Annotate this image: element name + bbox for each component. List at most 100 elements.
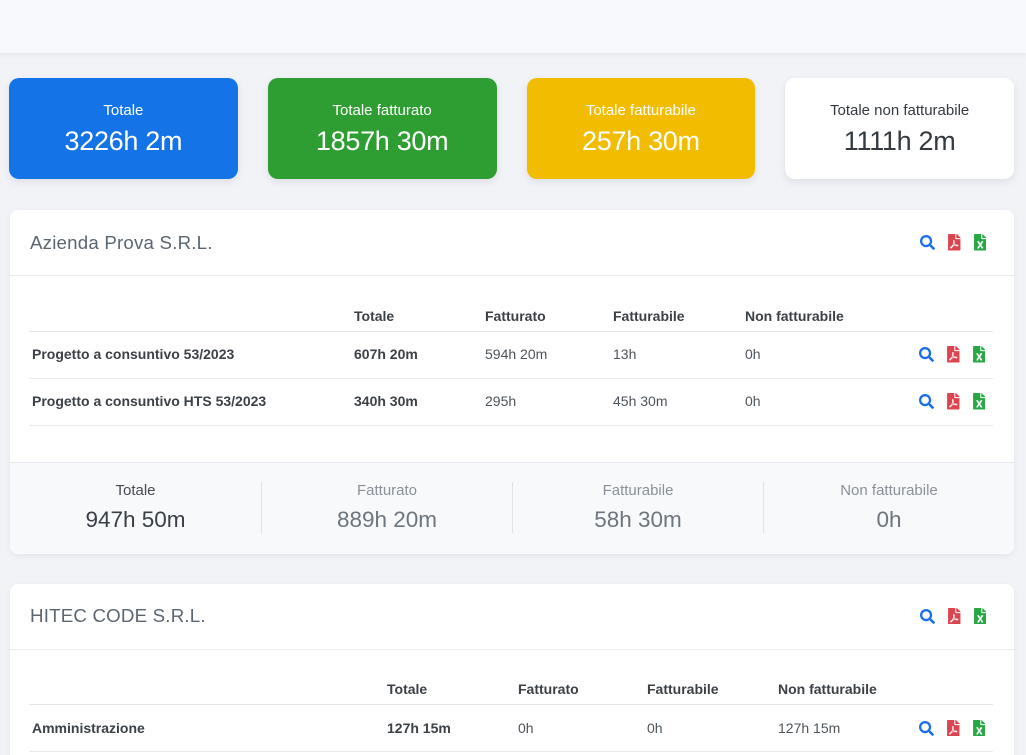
table-header-row: Totale Fatturato Fatturabile Non fatturabil… — [29, 664, 993, 705]
file-excel-icon — [972, 346, 985, 363]
summary-card: Totale 3226h 2m — [9, 78, 238, 179]
cell-actions — [870, 331, 993, 379]
file-pdf-icon — [948, 234, 961, 251]
projects-table: Totale Fatturato Fatturabile Non fatturabil… — [29, 664, 993, 752]
cell-fatturabile: 0h — [644, 704, 775, 752]
topbar — [0, 0, 1026, 53]
column-header: Fatturabile — [644, 664, 775, 705]
file-pdf-button[interactable] — [948, 234, 961, 251]
total-column: Fatturabile 58h 30m — [512, 481, 763, 533]
column-header: Fatturato — [482, 291, 610, 332]
actions-group — [873, 393, 985, 410]
search-button[interactable] — [919, 393, 934, 410]
column-header: Non fatturabile — [775, 664, 877, 705]
search-button[interactable] — [920, 234, 935, 251]
cell-totale: 340h 30m — [351, 378, 482, 426]
cell-non-fatturabile: 0h — [742, 331, 870, 379]
projects-table: Totale Fatturato Fatturabile Non fatturabil… — [29, 291, 993, 426]
search-icon — [919, 394, 934, 409]
file-excel-icon — [973, 607, 986, 625]
file-pdf-button[interactable] — [947, 719, 960, 737]
cell-actions — [870, 378, 993, 426]
cell-non-fatturabile: 127h 15m — [775, 704, 870, 752]
search-icon — [920, 235, 935, 250]
column-header: Fatturato — [515, 664, 644, 705]
search-icon — [919, 347, 934, 362]
file-pdf-icon — [947, 393, 960, 410]
column-header: Non fatturabile — [742, 291, 870, 332]
summary-card: Totale non fatturabile 1111h 2m — [785, 78, 1014, 179]
total-label: Fatturabile — [602, 481, 674, 499]
column-header — [870, 664, 993, 705]
file-excel-button[interactable] — [972, 393, 986, 410]
cell-fatturabile: 13h — [610, 331, 742, 379]
dashboard: Totale 3226h 2m Totale fatturato 1857h 30m T… — [0, 78, 1026, 755]
total-value: 889h 20m — [336, 506, 438, 532]
file-pdf-icon — [947, 346, 960, 363]
cell-actions — [870, 704, 993, 752]
summary-card: Totale fatturato 1857h 30m — [267, 78, 497, 179]
column-header: Totale — [351, 291, 482, 332]
panel-header: Azienda Prova S.R.L. — [10, 210, 1014, 276]
summary-card-label: Totale fatturato — [332, 102, 432, 119]
file-excel-button[interactable] — [973, 234, 987, 251]
cell-totale: 607h 20m — [351, 331, 482, 379]
summary-card-value: 1111h 2m — [843, 126, 956, 156]
cell-non-fatturabile: 0h — [742, 378, 870, 426]
cell-fatturabile: 45h 30m — [610, 378, 742, 426]
cell-fatturato: 0h — [515, 704, 644, 752]
summary-card: Totale fatturabile 257h 30m — [526, 78, 756, 179]
search-icon — [920, 608, 935, 624]
file-excel-button[interactable] — [973, 607, 987, 625]
summary-card-label: Totale fatturabile — [585, 102, 696, 119]
search-button[interactable] — [919, 720, 934, 737]
total-label: Totale — [115, 481, 156, 499]
file-excel-button[interactable] — [972, 719, 986, 737]
total-column: Totale 947h 50m — [10, 482, 261, 533]
cell-name: Progetto a consuntivo 53/2023 — [29, 331, 351, 379]
file-pdf-icon — [948, 607, 961, 625]
file-pdf-button[interactable] — [947, 346, 960, 363]
cell-fatturato: 295h — [482, 378, 610, 426]
file-excel-icon — [972, 719, 985, 737]
total-label: Non fatturabile — [840, 481, 938, 499]
search-button[interactable] — [919, 346, 934, 363]
table-header-row: Totale Fatturato Fatturabile Non fatturabil… — [29, 291, 993, 332]
table-row: Amministrazione 127h 15m 0h 0h 127h 15m — [29, 704, 993, 752]
file-pdf-button[interactable] — [947, 393, 960, 410]
company-panels: Azienda Prova S.R.L. Totale Fatturato Fattu… — [0, 210, 1026, 755]
total-column: Fatturato 889h 20m — [261, 481, 512, 533]
panel-body: Totale Fatturato Fatturabile Non fatturabil… — [10, 650, 1014, 755]
total-column: Non fatturabile 0h — [763, 481, 1014, 533]
summary-card-value: 1857h 30m — [315, 126, 449, 156]
panel-title: Azienda Prova S.R.L. — [30, 231, 213, 253]
panel-header: HITEC CODE S.R.L. — [10, 584, 1014, 650]
cell-name: Progetto a consuntivo HTS 53/2023 — [29, 378, 351, 426]
summary-cards: Totale 3226h 2m Totale fatturato 1857h 30m T… — [9, 78, 1014, 179]
file-excel-button[interactable] — [972, 346, 986, 363]
column-header: Fatturabile — [610, 291, 742, 332]
total-label: Fatturato — [356, 481, 418, 499]
panel-body: Totale Fatturato Fatturabile Non fatturabil… — [10, 276, 1014, 462]
summary-card-label: Totale — [103, 102, 144, 119]
actions-group — [873, 346, 985, 363]
panel-totals: Totale 947h 50m Fatturato 889h 20m Fatturabi… — [10, 461, 1014, 554]
cell-totale: 127h 15m — [384, 704, 515, 752]
actions-group — [873, 719, 986, 737]
company-panel: Azienda Prova S.R.L. Totale Fatturato Fattu… — [10, 210, 1014, 554]
column-header — [870, 291, 993, 332]
table-row: Progetto a consuntivo HTS 53/2023 340h 30… — [29, 378, 993, 426]
file-pdf-button[interactable] — [948, 607, 961, 625]
summary-card-label: Totale non fatturabile — [829, 102, 970, 119]
panel-title: HITEC CODE S.R.L. — [30, 605, 206, 626]
column-header: Totale — [384, 664, 515, 705]
column-header — [29, 664, 384, 705]
total-value: 947h 50m — [85, 506, 186, 532]
cell-name: Amministrazione — [29, 704, 384, 752]
cell-fatturato: 594h 20m — [482, 331, 610, 379]
search-icon — [919, 720, 934, 736]
table-row: Progetto a consuntivo 53/2023 607h 20m 594… — [29, 331, 993, 379]
total-value: 58h 30m — [594, 506, 682, 532]
column-header — [29, 291, 351, 332]
search-button[interactable] — [920, 608, 935, 625]
